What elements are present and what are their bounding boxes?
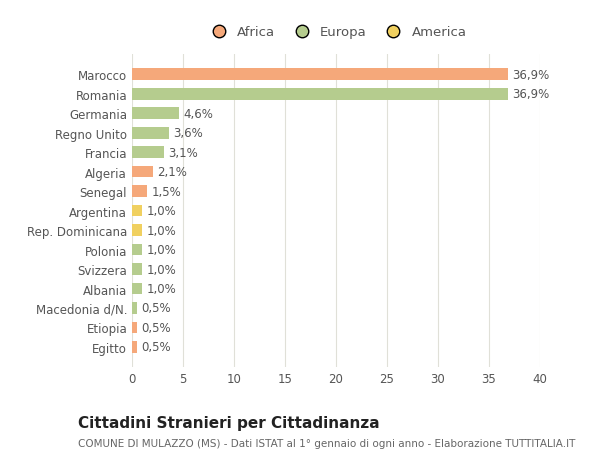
Text: 1,0%: 1,0%: [146, 205, 176, 218]
Text: 3,6%: 3,6%: [173, 127, 203, 140]
Bar: [132, 89, 508, 101]
Bar: [132, 283, 142, 295]
Bar: [132, 108, 179, 120]
Bar: [132, 225, 142, 236]
Text: 4,6%: 4,6%: [183, 107, 213, 120]
Bar: [132, 205, 142, 217]
Bar: [132, 167, 154, 178]
Text: 36,9%: 36,9%: [512, 88, 550, 101]
Text: 36,9%: 36,9%: [512, 68, 550, 82]
Text: 0,5%: 0,5%: [141, 341, 171, 354]
Bar: [132, 263, 142, 275]
Bar: [132, 341, 137, 353]
Text: COMUNE DI MULAZZO (MS) - Dati ISTAT al 1° gennaio di ogni anno - Elaborazione TU: COMUNE DI MULAZZO (MS) - Dati ISTAT al 1…: [78, 438, 575, 448]
Text: 0,5%: 0,5%: [141, 321, 171, 334]
Text: 1,0%: 1,0%: [146, 263, 176, 276]
Bar: [132, 69, 508, 81]
Text: 1,0%: 1,0%: [146, 282, 176, 295]
Bar: [132, 244, 142, 256]
Text: 0,5%: 0,5%: [141, 302, 171, 315]
Bar: [132, 302, 137, 314]
Bar: [132, 322, 137, 334]
Text: 1,0%: 1,0%: [146, 244, 176, 257]
Bar: [132, 186, 148, 197]
Text: 2,1%: 2,1%: [157, 166, 187, 179]
Text: 1,5%: 1,5%: [151, 185, 181, 198]
Text: 3,1%: 3,1%: [168, 146, 197, 159]
Bar: [132, 128, 169, 139]
Text: 1,0%: 1,0%: [146, 224, 176, 237]
Bar: [132, 147, 164, 159]
Text: Cittadini Stranieri per Cittadinanza: Cittadini Stranieri per Cittadinanza: [78, 415, 380, 431]
Legend: Africa, Europa, America: Africa, Europa, America: [200, 21, 472, 45]
